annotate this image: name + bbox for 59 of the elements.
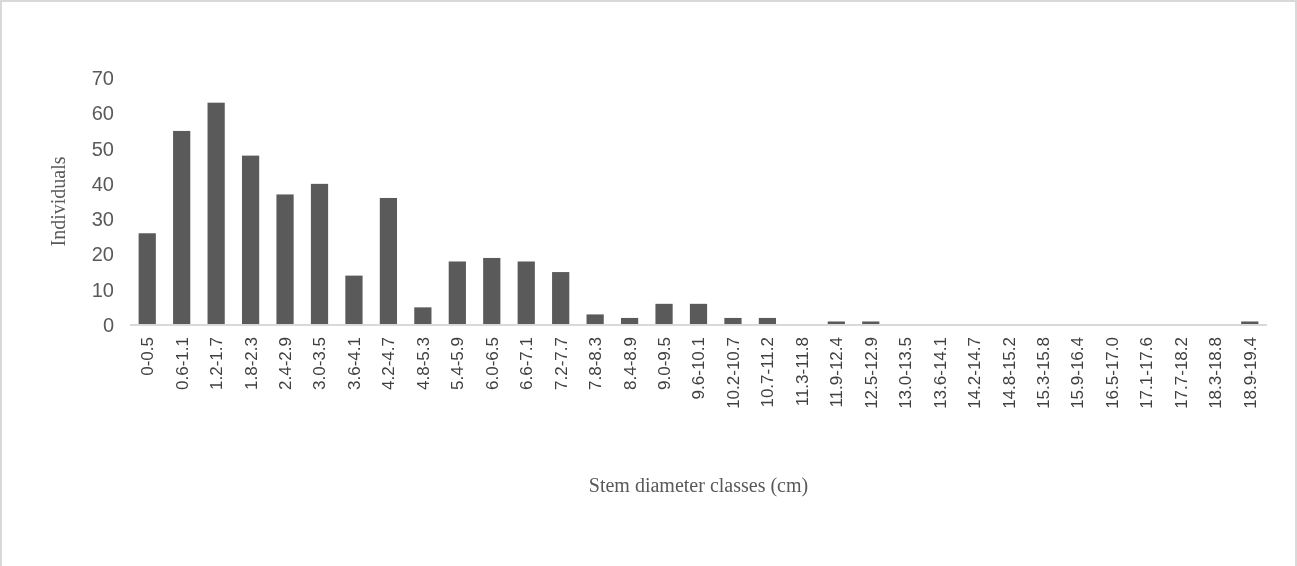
x-tick-label: 0.6-1.1 [172, 337, 192, 390]
y-tick-label: 20 [91, 243, 114, 266]
x-tick-label: 7.8-8.3 [586, 337, 606, 390]
y-tick-label: 60 [91, 102, 114, 125]
y-tick-label: 30 [91, 208, 114, 231]
x-tick-label: 5.4-5.9 [448, 337, 468, 390]
x-tick-label: 12.5-12.9 [861, 337, 881, 409]
x-tick-label: 2.4-2.9 [276, 337, 295, 390]
bar [586, 314, 604, 325]
y-axis-title: Individuals [47, 156, 69, 247]
bar [517, 261, 535, 325]
x-tick-label: 16.5-17.0 [1102, 337, 1122, 409]
x-tick-label: 4.2-4.7 [379, 337, 399, 390]
bar [689, 303, 708, 325]
bar [138, 233, 156, 325]
x-tick-label: 15.3-15.8 [1034, 337, 1053, 409]
x-tick-label: 0-0.5 [138, 337, 158, 376]
x-tick-label: 13.0-13.5 [896, 337, 916, 409]
x-tick-label: 10.7-11.2 [758, 337, 778, 408]
x-tick-label: 13.6-14.1 [930, 337, 950, 409]
x-tick-label: 18.9-19.4 [1240, 337, 1260, 409]
x-tick-label: 17.1-17.6 [1137, 337, 1157, 409]
x-tick-label: 18.3-18.8 [1206, 337, 1226, 409]
bar [310, 183, 329, 325]
bar [379, 197, 398, 325]
bar [345, 275, 363, 325]
x-tick-label: 3.6-4.1 [344, 337, 364, 390]
bar [241, 155, 260, 325]
x-tick-label: 7.2-7.7 [551, 337, 571, 390]
x-tick-label: 14.2-14.7 [965, 337, 985, 409]
x-tick-label: 15.9-16.4 [1068, 337, 1088, 409]
x-tick-label: 11.9-12.4 [827, 337, 847, 408]
bar [207, 102, 225, 325]
x-tick-label: 11.3-11.8 [792, 337, 812, 407]
y-tick-label: 40 [91, 172, 114, 195]
y-tick-label: 70 [91, 67, 114, 89]
bar [655, 303, 673, 325]
x-tick-label: 6.0-6.5 [482, 337, 502, 390]
y-tick-label: 50 [91, 137, 114, 160]
y-tick-label: 10 [91, 278, 114, 301]
bar [448, 261, 466, 325]
x-axis-title: Stem diameter classes (cm) [588, 474, 809, 497]
x-tick-label: 14.8-15.2 [999, 337, 1019, 409]
x-tick-label: 9.6-10.1 [689, 337, 709, 400]
bar [483, 257, 501, 325]
x-tick-label: 6.6-7.1 [517, 337, 537, 390]
x-tick-label: 1.8-2.3 [241, 337, 261, 390]
x-tick-label: 9.0-9.5 [655, 337, 674, 390]
bar [414, 307, 432, 325]
x-tick-label: 4.8-5.3 [413, 337, 433, 390]
bar [173, 130, 191, 325]
x-tick-label: 17.7-18.2 [1171, 337, 1191, 409]
bar [276, 194, 294, 325]
x-tick-label: 3.0-3.5 [310, 337, 330, 390]
x-tick-label: 1.2-1.7 [207, 337, 227, 390]
bar [552, 272, 570, 325]
x-tick-label: 8.4-8.9 [620, 337, 640, 390]
x-tick-label: 10.2-10.7 [723, 337, 743, 409]
y-tick-label: 0 [102, 314, 114, 336]
